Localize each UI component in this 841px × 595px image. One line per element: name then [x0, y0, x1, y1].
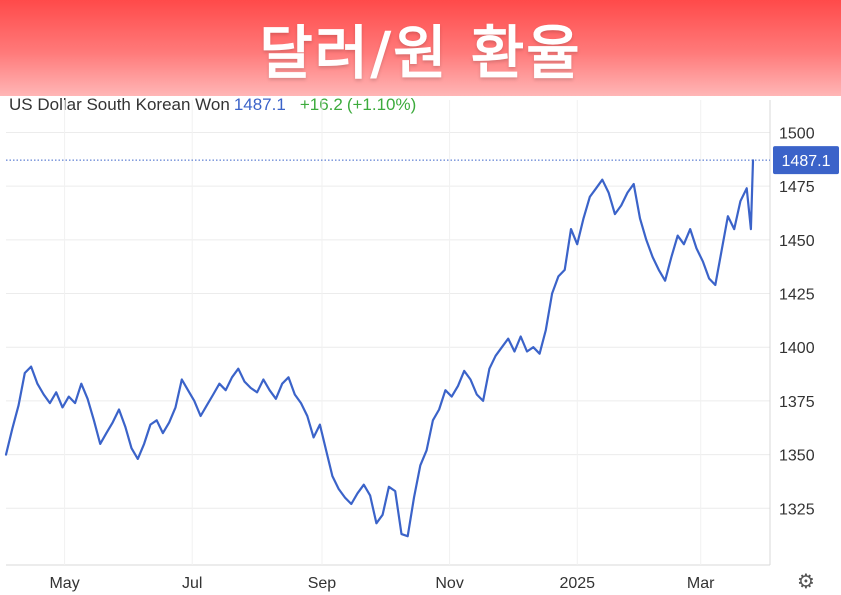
grid-lines [6, 100, 771, 566]
chart-legend: US Dollar South Korean Won 1487.1 +16.2 (+1… [9, 95, 416, 115]
legend-price: 1487.1 [233, 95, 286, 114]
x-tick-label: Mar [687, 575, 715, 592]
x-tick-label: Sep [308, 575, 337, 592]
gear-icon[interactable]: ⚙ [797, 569, 815, 593]
y-tick-label: 1450 [779, 233, 815, 250]
x-axis: May Jul Sep Nov 2025 Mar [49, 575, 715, 592]
y-tick-label: 1400 [779, 340, 815, 357]
y-tick-label: 1425 [779, 287, 815, 304]
series-group [4, 159, 755, 538]
y-tick-label: 1475 [779, 179, 815, 196]
page-title: 달러/원 환율 [259, 19, 582, 87]
y-tick-label: 1375 [779, 394, 815, 411]
x-tick-label: May [49, 575, 79, 592]
y-tick-label: 1500 [779, 125, 815, 142]
legend-change-pct: (+1.10%) [346, 95, 417, 114]
x-tick-label: Nov [435, 575, 463, 592]
y-tick-label: 1325 [779, 501, 815, 518]
current-price-label: 1487.1 [782, 153, 831, 170]
x-tick-label: Jul [182, 575, 202, 592]
current-price-badge [773, 146, 839, 175]
y-axis: 1325 1350 1375 1400 1425 1450 1475 1500 [779, 125, 815, 518]
y-tick-label: 1350 [779, 448, 815, 465]
series-line [4, 159, 755, 538]
current-price-marker: 1487.1 [6, 146, 839, 175]
legend-change: +16.2 [299, 95, 343, 114]
x-tick-label: 2025 [559, 575, 595, 592]
title-banner: 달러/원 환율 [0, 0, 841, 96]
